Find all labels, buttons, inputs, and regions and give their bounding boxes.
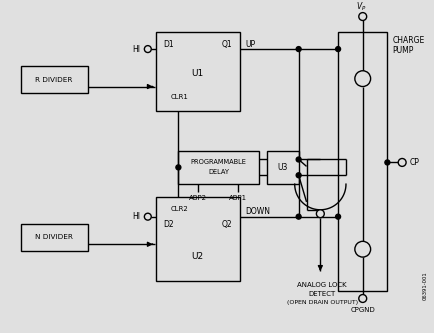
Text: (OPEN DRAIN OUTPUT): (OPEN DRAIN OUTPUT) <box>286 300 357 305</box>
Text: $V_P$: $V_P$ <box>355 0 365 13</box>
Text: N DIVIDER: N DIVIDER <box>35 234 73 240</box>
Circle shape <box>175 165 181 170</box>
Text: HI: HI <box>132 45 140 54</box>
Bar <box>337 32 387 291</box>
Bar <box>155 197 239 281</box>
Text: 06391-001: 06391-001 <box>421 271 426 300</box>
Circle shape <box>354 241 370 257</box>
Bar <box>155 32 239 111</box>
Bar <box>20 223 88 251</box>
Text: Q1: Q1 <box>221 40 231 49</box>
Text: U2: U2 <box>191 252 203 261</box>
Circle shape <box>296 47 300 52</box>
Circle shape <box>296 173 300 178</box>
Circle shape <box>144 46 151 53</box>
Text: CPGND: CPGND <box>349 307 374 313</box>
Text: DELAY: DELAY <box>208 169 229 175</box>
Bar <box>178 151 259 184</box>
Text: DETECT: DETECT <box>308 291 335 297</box>
Text: CLR2: CLR2 <box>170 206 188 212</box>
Text: PUMP: PUMP <box>391 46 413 55</box>
Text: U3: U3 <box>277 163 287 172</box>
Circle shape <box>354 71 370 87</box>
Text: CP: CP <box>409 158 419 167</box>
Text: U1: U1 <box>191 69 203 78</box>
Bar <box>266 151 298 184</box>
Text: UP: UP <box>245 40 255 49</box>
Text: ABP2: ABP2 <box>189 195 207 201</box>
Circle shape <box>335 47 340 52</box>
Text: D1: D1 <box>163 40 174 49</box>
Text: R DIVIDER: R DIVIDER <box>36 77 72 83</box>
Text: DOWN: DOWN <box>245 207 270 216</box>
Text: ABP1: ABP1 <box>228 195 246 201</box>
Text: CHARGE: CHARGE <box>391 36 424 45</box>
Circle shape <box>358 13 366 21</box>
Circle shape <box>316 210 323 218</box>
Circle shape <box>358 295 366 302</box>
Text: HI: HI <box>132 212 140 221</box>
Text: CLR1: CLR1 <box>170 94 188 100</box>
Circle shape <box>296 214 300 219</box>
Circle shape <box>397 159 405 166</box>
Text: PROGRAMMABLE: PROGRAMMABLE <box>191 160 246 166</box>
Text: ANALOG LOCK: ANALOG LOCK <box>297 282 346 288</box>
Circle shape <box>384 160 389 165</box>
Bar <box>20 66 88 94</box>
Circle shape <box>296 157 300 162</box>
Text: D2: D2 <box>163 220 174 229</box>
Circle shape <box>335 214 340 219</box>
Text: Q2: Q2 <box>221 220 231 229</box>
Circle shape <box>144 213 151 220</box>
